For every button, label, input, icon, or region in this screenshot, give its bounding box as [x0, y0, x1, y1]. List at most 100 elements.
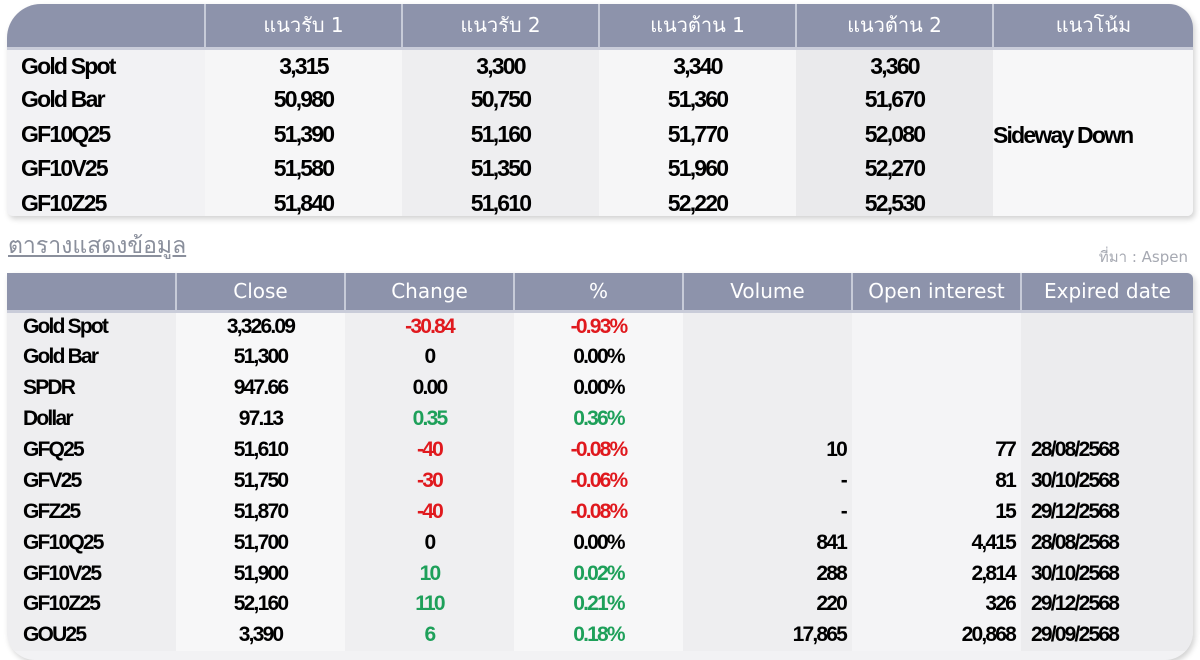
change-value: 10 — [345, 558, 514, 590]
close-value: 51,610 — [176, 434, 345, 466]
volume-value: 10 — [683, 434, 852, 466]
open-interest-value: 4,415 — [852, 527, 1021, 559]
support-1: 50,980 — [205, 82, 402, 117]
expired-date-value — [1021, 311, 1193, 342]
levels-row: Gold Bar 50,980 50,750 51,360 51,670 — [7, 82, 1193, 117]
close-value: 3,326.09 — [176, 311, 345, 342]
change-value: 0 — [345, 341, 514, 373]
expired-date-value: 29/12/2568 — [1021, 589, 1193, 620]
section-title[interactable]: ตารางแสดงข้อมูล — [8, 233, 187, 259]
support-2: 51,160 — [402, 117, 599, 152]
resistance-1: 51,960 — [599, 151, 796, 186]
levels-row: GF10V25 51,580 51,350 51,960 52,270 — [7, 151, 1193, 186]
open-interest-value: 77 — [852, 434, 1021, 466]
volume-value: 17,865 — [683, 619, 852, 651]
market-header-open-interest: Open interest — [852, 273, 1022, 313]
close-value: 51,750 — [176, 465, 345, 497]
close-value: 51,700 — [176, 527, 345, 559]
levels-row: GF10Z25 51,840 51,610 52,220 52,530 — [7, 186, 1193, 216]
volume-value — [683, 311, 852, 342]
instrument-name: GF10V25 — [7, 558, 176, 590]
levels-header-support-2: แนวรับ 2 — [402, 4, 600, 50]
close-value: 51,300 — [176, 341, 345, 373]
support-1: 51,390 — [205, 117, 402, 152]
levels-header-row: แนวรับ 1 แนวรับ 2 แนวต้าน 1 แนวต้าน 2 แน… — [7, 4, 1193, 50]
market-row: GOU25 3,390 6 0.18% 17,865 20,868 29/09/… — [7, 619, 1193, 651]
support-1: 51,580 — [205, 151, 402, 186]
open-interest-value: 326 — [852, 589, 1021, 620]
percent-change-value: -0.08% — [514, 434, 683, 466]
instrument-name: Gold Spot — [7, 311, 176, 342]
market-header-expired-date: Expired date — [1021, 273, 1193, 313]
expired-date-value: 29/12/2568 — [1021, 496, 1193, 528]
levels-header-support-1: แนวรับ 1 — [205, 4, 403, 50]
levels-row: GF10Q25 51,390 51,160 51,770 52,080 — [7, 117, 1193, 152]
market-header-percent: % — [514, 273, 684, 313]
resistance-2: 52,080 — [796, 117, 993, 152]
market-panel: Close Change % Volume Open interest Expi… — [7, 273, 1193, 660]
close-value: 52,160 — [176, 589, 345, 620]
open-interest-value — [852, 311, 1021, 342]
expired-date-value — [1021, 372, 1193, 404]
resistance-2: 52,270 — [796, 151, 993, 186]
volume-value: 288 — [683, 558, 852, 590]
open-interest-value — [852, 372, 1021, 404]
resistance-2: 3,360 — [796, 48, 993, 83]
instrument-name: SPDR — [7, 372, 176, 404]
market-data-table: Close Change % Volume Open interest Expi… — [7, 273, 1193, 651]
market-row: GF10Q25 51,700 0 0.00% 841 4,415 28/08/2… — [7, 527, 1193, 559]
percent-change-value: -0.06% — [514, 465, 683, 497]
market-row: GFV25 51,750 -30 -0.06% - 81 30/10/2568 — [7, 465, 1193, 497]
market-row: GF10Z25 52,160 110 0.21% 220 326 29/12/2… — [7, 589, 1193, 620]
resistance-1: 52,220 — [599, 186, 796, 216]
resistance-2: 52,530 — [796, 186, 993, 216]
volume-value — [683, 372, 852, 404]
market-header-change: Change — [345, 273, 515, 313]
volume-value: 220 — [683, 589, 852, 620]
levels-header-trend: แนวโน้ม — [993, 4, 1193, 50]
instrument-name: Gold Bar — [21, 86, 106, 113]
levels-header-resistance-1: แนวต้าน 1 — [599, 4, 797, 50]
levels-panel: แนวรับ 1 แนวรับ 2 แนวต้าน 1 แนวต้าน 2 แน… — [7, 4, 1193, 216]
expired-date-value: 30/10/2568 — [1021, 558, 1193, 590]
close-value: 947.66 — [176, 372, 345, 404]
market-row: Gold Spot 3,326.09 -30.84 -0.93% — [7, 311, 1193, 342]
volume-value: - — [683, 496, 852, 528]
market-row: GF10V25 51,900 10 0.02% 288 2,814 30/10/… — [7, 558, 1193, 590]
change-value: 110 — [345, 589, 514, 620]
market-row: GFQ25 51,610 -40 -0.08% 10 77 28/08/2568 — [7, 434, 1193, 466]
expired-date-value — [1021, 403, 1193, 435]
instrument-name: Dollar — [7, 403, 176, 435]
instrument-name: Gold Bar — [7, 341, 176, 373]
instrument-name: GF10V25 — [21, 155, 109, 182]
instrument-name: GF10Q25 — [21, 120, 111, 147]
instrument-name: GFQ25 — [7, 434, 176, 466]
close-value: 51,900 — [176, 558, 345, 590]
open-interest-value: 81 — [852, 465, 1021, 497]
resistance-1: 3,340 — [599, 48, 796, 83]
instrument-name: GF10Z25 — [21, 189, 107, 216]
instrument-name: Gold Spot — [21, 52, 116, 79]
change-value: 0.35 — [345, 403, 514, 435]
volume-value: 841 — [683, 527, 852, 559]
market-header-volume: Volume — [683, 273, 853, 313]
percent-change-value: -0.08% — [514, 496, 683, 528]
resistance-1: 51,360 — [599, 82, 796, 117]
percent-change-value: 0.00% — [514, 372, 683, 404]
resistance-2: 51,670 — [796, 82, 993, 117]
expired-date-value: 29/09/2568 — [1021, 619, 1193, 651]
instrument-name: GFV25 — [7, 465, 176, 497]
instrument-name: GF10Q25 — [7, 527, 176, 559]
levels-header-resistance-2: แนวต้าน 2 — [796, 4, 994, 50]
percent-change-value: 0.00% — [514, 527, 683, 559]
market-row: Dollar 97.13 0.35 0.36% — [7, 403, 1193, 435]
levels-header-blank — [7, 4, 206, 50]
change-value: 0.00 — [345, 372, 514, 404]
support-1: 3,315 — [205, 48, 402, 83]
close-value: 3,390 — [176, 619, 345, 651]
market-header-row: Close Change % Volume Open interest Expi… — [7, 273, 1193, 313]
levels-row: Gold Spot 3,315 3,300 3,340 3,360 Sidewa… — [7, 48, 1193, 216]
expired-date-value: 30/10/2568 — [1021, 465, 1193, 497]
market-row: SPDR 947.66 0.00 0.00% — [7, 372, 1193, 404]
market-row: Gold Bar 51,300 0 0.00% — [7, 341, 1193, 373]
